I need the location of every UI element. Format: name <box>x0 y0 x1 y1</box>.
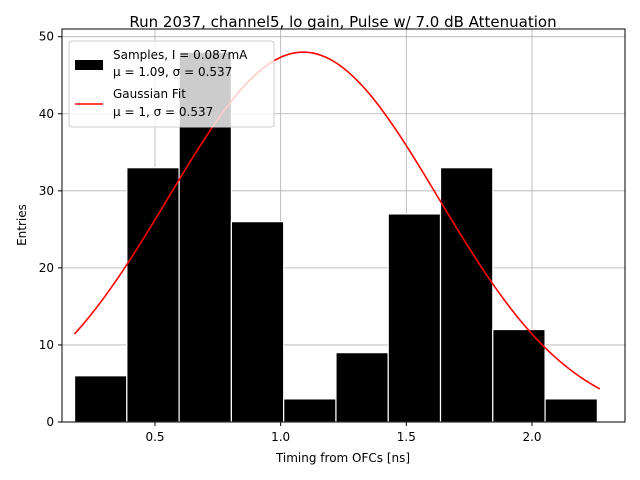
histogram-bar <box>439 167 494 423</box>
legend: Samples, I = 0.087mA μ = 1.09, σ = 0.537… <box>68 40 275 128</box>
y-tick-label: 10 <box>39 338 54 352</box>
x-axis-label: Timing from OFCs [ns] <box>275 451 410 465</box>
legend-samples-stats: μ = 1.09, σ = 0.537 <box>113 65 232 79</box>
legend-frame <box>68 40 275 128</box>
x-axis-ticks: 0.5 1.0 1.5 2.0 <box>145 422 542 444</box>
y-tick-label: 20 <box>39 261 54 275</box>
legend-fit-stats: μ = 1, σ = 0.537 <box>113 105 213 119</box>
plot-frame <box>61 28 626 423</box>
x-tick-label: 1.5 <box>397 430 416 444</box>
legend-samples-swatch <box>75 60 103 70</box>
histogram-bar <box>283 398 337 423</box>
y-tick-label: 40 <box>39 107 54 121</box>
y-axis-label: Entries <box>15 204 29 246</box>
gaussian-fit-curve <box>73 51 601 390</box>
y-tick-label: 50 <box>39 30 54 44</box>
x-tick-label: 0.5 <box>145 430 164 444</box>
histogram-bar <box>126 167 180 423</box>
legend-samples-label: Samples, I = 0.087mA <box>113 48 248 62</box>
legend-fit-label: Gaussian Fit <box>113 87 186 101</box>
chart-title: Run 2037, channel5, lo gain, Pulse w/ 7.… <box>129 13 556 31</box>
x-tick-label: 1.0 <box>271 430 290 444</box>
x-tick-label: 2.0 <box>522 430 541 444</box>
y-axis-ticks: 0 10 20 30 40 50 <box>39 30 62 429</box>
histogram-bar <box>387 213 442 423</box>
histogram-bar <box>492 328 546 423</box>
y-tick-label: 30 <box>39 184 54 198</box>
histogram-bar <box>73 375 128 423</box>
histogram-bar <box>544 398 598 423</box>
y-tick-label: 0 <box>46 415 54 429</box>
histogram-bar <box>230 221 285 423</box>
histogram-bar <box>335 352 389 423</box>
